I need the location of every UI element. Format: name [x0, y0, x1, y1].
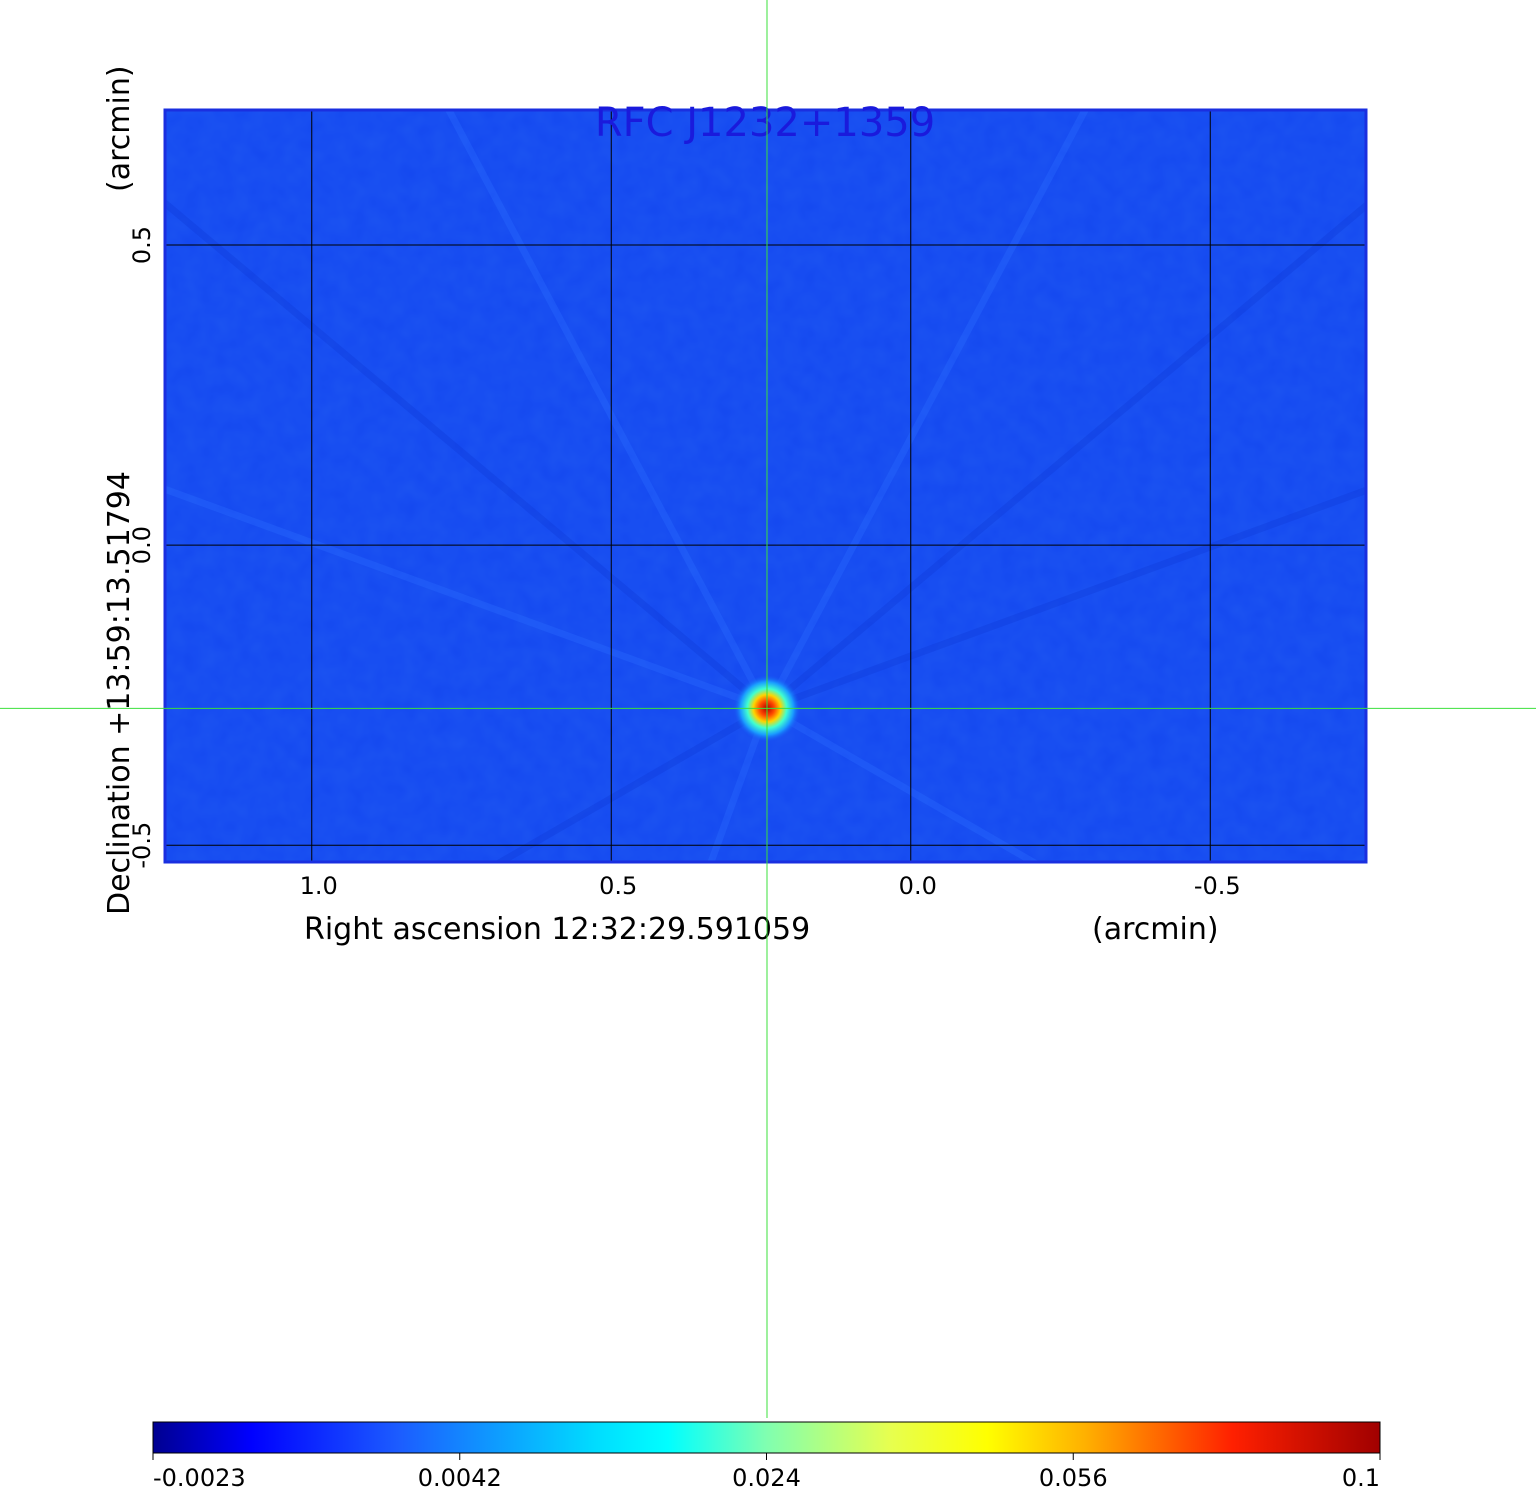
sidelobe-streak: [707, 707, 771, 862]
y-tick-label: 0.0: [128, 526, 156, 564]
x-tick-label: 0.5: [599, 872, 637, 900]
sidelobe-streak: [165, 198, 770, 712]
colorbar-tick-label: 0.056: [1039, 1464, 1108, 1492]
x-axis-unit: (arcmin): [1092, 912, 1219, 947]
plot-title: RFC J1232+1359: [595, 100, 935, 146]
sidelobe-streak: [763, 110, 1090, 711]
x-tick-label: 1.0: [300, 872, 338, 900]
colorbar-tick-label: 0.0042: [418, 1464, 502, 1492]
plot-frame: [163, 108, 1368, 864]
x-tick-labels: 1.0 0.5 0.0 -0.5: [300, 872, 1241, 900]
colorbar-strip: [152, 1421, 1381, 1454]
sidelobe-streak: [493, 705, 769, 862]
colorbar-tick-label: 0.024: [732, 1464, 801, 1492]
sidelobe-streak: [765, 705, 1041, 862]
coordinate-grid: [165, 110, 1366, 862]
sidelobe-streak: [165, 485, 769, 712]
sidelobe-streak: [764, 201, 1366, 712]
x-tick-label: 0.0: [899, 872, 937, 900]
map-noise-texture: [165, 110, 1366, 862]
crosshair-cursor: [0, 0, 1536, 1418]
y-tick-label: 0.5: [128, 226, 156, 264]
x-tick-label: -0.5: [1194, 872, 1241, 900]
colorbar-tick-label: -0.0023: [153, 1464, 246, 1492]
x-axis-title: Right ascension 12:32:29.591059: [304, 912, 810, 947]
colorbar-tick-labels: -0.0023 0.0042 0.024 0.056 0.1: [152, 1453, 1381, 1492]
colorbar-tick-label: 0.1: [1342, 1464, 1380, 1492]
y-tick-label: -0.5: [128, 822, 156, 869]
sidelobe-streak: [444, 110, 771, 711]
colorbar: -0.0023 0.0042 0.024 0.056 0.1: [152, 1421, 1381, 1492]
sidelobe-streak: [765, 486, 1366, 712]
y-tick-labels: 0.5 0.0 -0.5: [128, 226, 156, 869]
y-axis-title: Declination +13:59:13.51794: [102, 471, 137, 915]
y-axis-unit: (arcmin): [102, 65, 137, 192]
